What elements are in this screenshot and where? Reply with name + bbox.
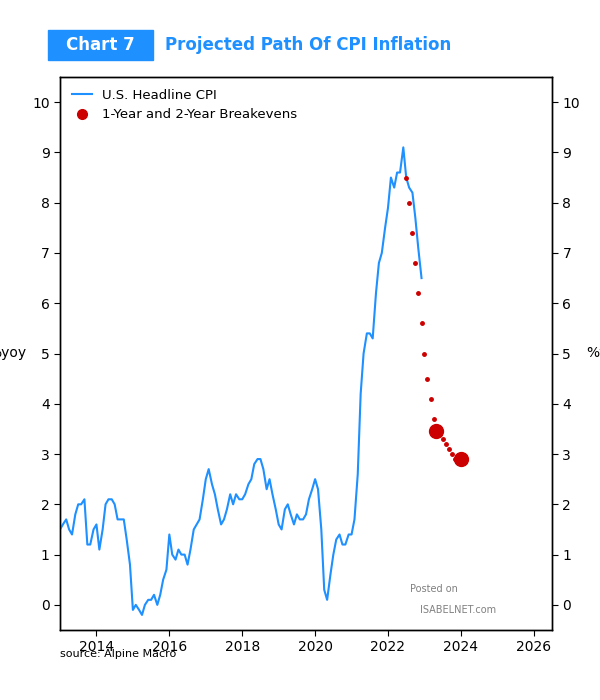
Y-axis label: %yoy: %yoy: [586, 346, 600, 360]
Text: Projected Path Of CPI Inflation: Projected Path Of CPI Inflation: [165, 36, 451, 54]
Y-axis label: %yoy: %yoy: [0, 346, 26, 360]
Legend: U.S. Headline CPI, 1-Year and 2-Year Breakevens: U.S. Headline CPI, 1-Year and 2-Year Bre…: [67, 83, 302, 127]
Text: Chart 7: Chart 7: [66, 36, 135, 54]
Text: source: Alpine Macro: source: Alpine Macro: [60, 649, 176, 659]
Text: Posted on: Posted on: [410, 584, 458, 594]
Text: ISABELNET.com: ISABELNET.com: [421, 605, 497, 615]
